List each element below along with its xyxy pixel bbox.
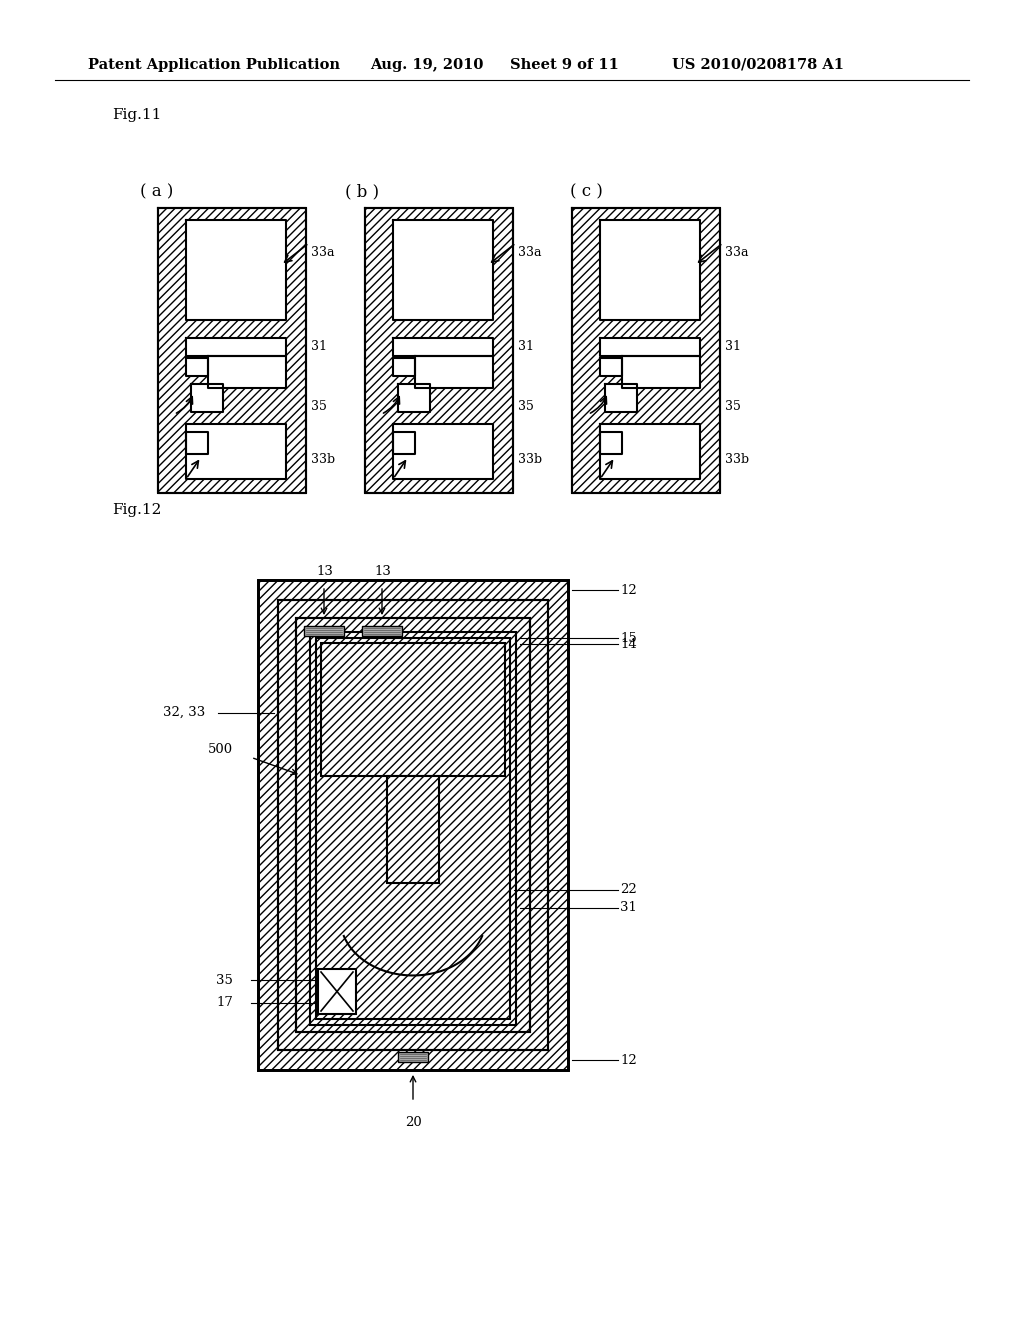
Bar — [258, 579, 568, 1071]
Text: 14: 14 — [620, 638, 637, 651]
Text: 33a: 33a — [725, 246, 749, 259]
Bar — [393, 220, 493, 319]
Bar — [572, 209, 720, 492]
Text: 33b: 33b — [725, 453, 750, 466]
Bar — [310, 632, 516, 1026]
Text: 33a: 33a — [311, 246, 335, 259]
Bar — [186, 358, 208, 376]
Text: Patent Application Publication: Patent Application Publication — [88, 58, 340, 73]
Bar — [600, 424, 700, 479]
Text: 12: 12 — [620, 583, 637, 597]
Bar — [186, 220, 286, 319]
Bar — [186, 432, 208, 454]
Text: 33a: 33a — [518, 246, 542, 259]
Text: 35: 35 — [311, 400, 327, 412]
Text: 31: 31 — [620, 902, 637, 915]
Text: 13: 13 — [316, 565, 333, 578]
Bar — [278, 601, 548, 1049]
Bar — [258, 579, 568, 1071]
Text: 15: 15 — [620, 631, 637, 644]
Text: ( a ): ( a ) — [140, 183, 173, 201]
Bar — [600, 220, 700, 319]
Bar — [398, 1052, 428, 1063]
Text: 12: 12 — [620, 1053, 637, 1067]
Text: 33b: 33b — [518, 453, 542, 466]
Text: 35: 35 — [725, 400, 741, 412]
Text: 31: 31 — [725, 341, 741, 354]
Bar — [321, 643, 505, 776]
Bar — [393, 338, 493, 356]
Text: 13: 13 — [374, 565, 391, 578]
Bar — [296, 618, 530, 1032]
Bar — [393, 358, 415, 376]
Bar — [296, 618, 530, 1032]
Bar — [600, 432, 622, 454]
Text: 35: 35 — [518, 400, 534, 412]
Bar — [600, 338, 700, 356]
Bar — [318, 969, 356, 1014]
Bar — [186, 424, 286, 479]
Bar — [393, 432, 415, 454]
Bar — [278, 601, 548, 1049]
Text: Sheet 9 of 11: Sheet 9 of 11 — [510, 58, 618, 73]
Text: 31: 31 — [311, 341, 327, 354]
Bar — [296, 618, 530, 1032]
Bar — [415, 356, 493, 388]
Text: Fig.12: Fig.12 — [112, 503, 162, 517]
Bar — [362, 626, 402, 636]
Bar — [605, 384, 637, 412]
Bar — [191, 384, 223, 412]
Bar — [278, 601, 548, 1049]
Bar — [186, 338, 286, 356]
Bar — [318, 969, 356, 1014]
Bar — [600, 358, 622, 376]
Text: ( c ): ( c ) — [570, 183, 603, 201]
Text: 500: 500 — [208, 743, 233, 756]
Bar — [387, 776, 438, 883]
Text: Fig.11: Fig.11 — [112, 108, 162, 121]
Bar — [398, 384, 430, 412]
Text: 22: 22 — [620, 883, 637, 896]
Bar — [158, 209, 306, 492]
Bar — [622, 356, 700, 388]
Text: 33b: 33b — [311, 453, 335, 466]
Text: 32, 33: 32, 33 — [163, 706, 205, 719]
Bar — [208, 356, 286, 388]
Text: 17: 17 — [216, 997, 232, 1010]
Text: US 2010/0208178 A1: US 2010/0208178 A1 — [672, 58, 844, 73]
Text: ( b ): ( b ) — [345, 183, 379, 201]
Bar — [304, 626, 344, 636]
Text: 31: 31 — [518, 341, 534, 354]
Bar — [393, 424, 493, 479]
Bar — [316, 638, 510, 1019]
Bar — [365, 209, 513, 492]
Text: 35: 35 — [216, 974, 232, 987]
Text: 20: 20 — [406, 1115, 422, 1129]
Text: Aug. 19, 2010: Aug. 19, 2010 — [370, 58, 483, 73]
